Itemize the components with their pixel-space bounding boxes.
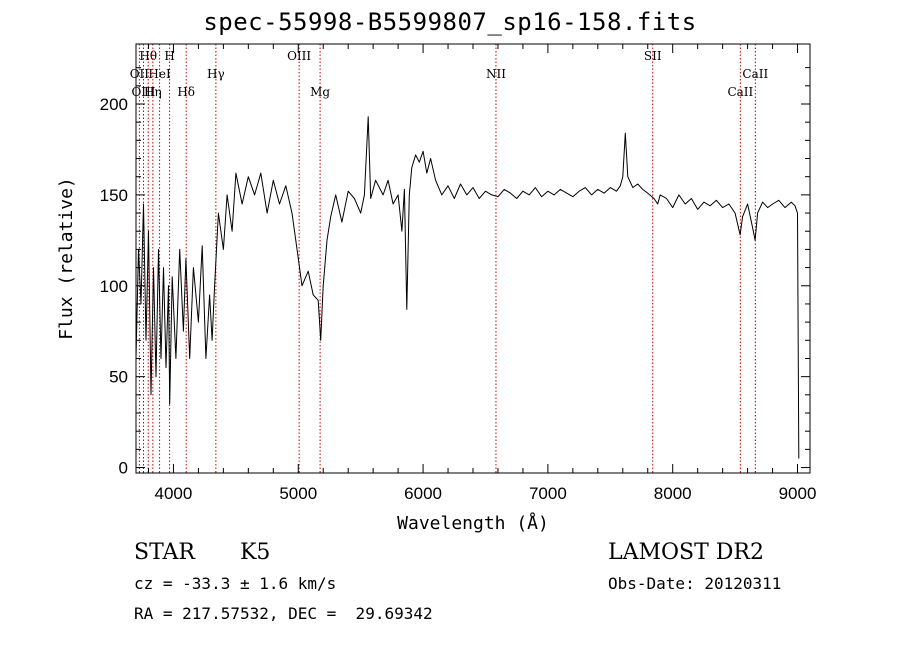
line-marker-label: Mg (310, 85, 330, 99)
object-class: STAR (134, 540, 195, 565)
spectral-subclass: K5 (240, 540, 271, 565)
line-marker-label: Hγ (207, 67, 225, 81)
y-tick-label: 150 (100, 186, 128, 205)
y-tick-label: 100 (100, 277, 128, 296)
coordinates-readout: RA = 217.57532, DEC = 29.69342 (134, 604, 433, 623)
line-marker-label: OII (130, 67, 150, 81)
x-tick-label: 9000 (779, 484, 817, 503)
obs-date-readout: Obs-Date: 20120311 (608, 574, 782, 593)
survey-label: LAMOST DR2 (608, 540, 764, 565)
chart-title: spec-55998-B5599807_sp16-158.fits (203, 8, 697, 36)
y-tick-label: 0 (119, 459, 128, 478)
x-tick-label: 7000 (529, 484, 567, 503)
line-marker-label: OIII (131, 85, 155, 99)
x-axis-label: Wavelength (Å) (397, 512, 549, 534)
y-axis-label: Flux (relative) (56, 177, 77, 340)
x-tick-label: 6000 (404, 484, 442, 503)
line-marker-label: SII (644, 49, 662, 63)
line-marker-label: Hθ (139, 49, 157, 63)
x-tick-label: 4000 (155, 484, 193, 503)
line-marker-label: HeI (148, 67, 171, 81)
y-tick-label: 200 (100, 95, 128, 114)
line-marker-label: Hη (144, 85, 162, 99)
plot-frame (135, 43, 811, 474)
y-tick-label: 50 (109, 368, 128, 387)
line-marker-label: NII (486, 67, 506, 81)
line-marker-label: CaII (727, 85, 753, 99)
x-tick-label: 8000 (654, 484, 692, 503)
line-marker-label: CaII (742, 67, 768, 81)
redshift-readout: cz = -33.3 ± 1.6 km/s (134, 574, 337, 593)
spectrum-line (135, 116, 800, 459)
line-marker-label: Hδ (177, 85, 195, 99)
line-marker-label: OIII (287, 49, 311, 63)
x-tick-label: 5000 (279, 484, 317, 503)
line-marker-label: H (164, 49, 174, 63)
